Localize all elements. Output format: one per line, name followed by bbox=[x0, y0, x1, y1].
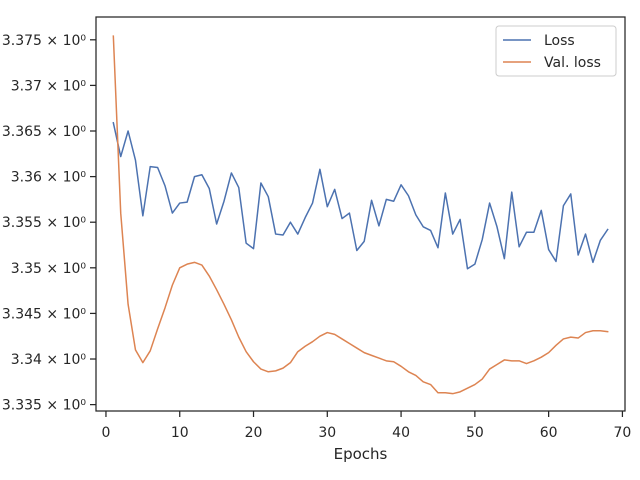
x-tick-label: 70 bbox=[614, 425, 632, 441]
x-tick-label: 30 bbox=[318, 425, 336, 441]
y-tick-label: 3.375 × 10⁰ bbox=[2, 33, 87, 49]
series-line-1 bbox=[112, 35, 609, 395]
y-tick-label: 3.335 × 10⁰ bbox=[2, 398, 87, 414]
x-tick-label: 20 bbox=[245, 425, 263, 441]
y-tick-label: 3.365 × 10⁰ bbox=[2, 124, 87, 140]
x-tick-label: 60 bbox=[540, 425, 558, 441]
series-line-0 bbox=[112, 121, 609, 270]
x-tick-label: 10 bbox=[171, 425, 189, 441]
x-tick-label: 0 bbox=[101, 425, 110, 441]
x-axis: 0 10 20 30 40 50 60 70 bbox=[101, 411, 631, 441]
y-tick-label: 3.37 × 10⁰ bbox=[11, 78, 87, 94]
legend-box bbox=[495, 25, 617, 77]
y-tick-label: 3.345 × 10⁰ bbox=[2, 306, 87, 322]
y-axis: 3.335 × 10⁰ 3.34 × 10⁰ 3.345 × 10⁰ 3.35 × 1… bbox=[2, 33, 96, 414]
x-tick-label: 40 bbox=[392, 425, 410, 441]
y-tick-label: 3.35 × 10⁰ bbox=[11, 261, 87, 277]
y-tick-label: 3.34 × 10⁰ bbox=[11, 352, 87, 368]
x-tick-label: 50 bbox=[466, 425, 484, 441]
legend: Loss Val. loss bbox=[495, 25, 617, 77]
plot-frame bbox=[95, 16, 626, 412]
legend-label-0: Loss bbox=[544, 33, 575, 49]
legend-label-1: Val. loss bbox=[544, 55, 601, 71]
series-layer bbox=[112, 35, 609, 395]
y-tick-label: 3.36 × 10⁰ bbox=[11, 170, 87, 186]
y-tick-label: 3.355 × 10⁰ bbox=[2, 215, 87, 231]
plot-background bbox=[96, 17, 625, 411]
x-axis-title: Epochs bbox=[334, 445, 388, 463]
